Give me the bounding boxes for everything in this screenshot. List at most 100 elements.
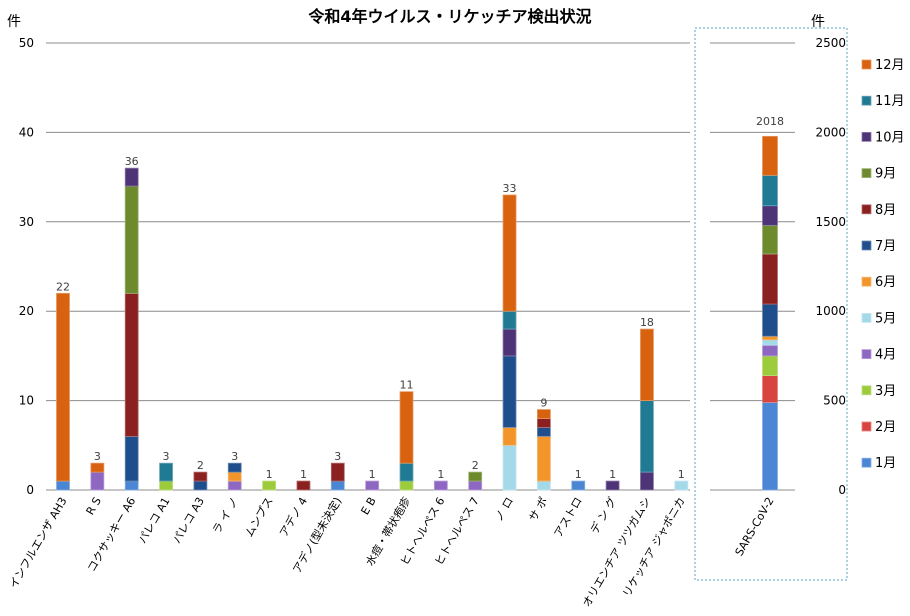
data-label: 2 [472, 459, 479, 472]
bar-segment [640, 471, 654, 491]
category-label: アストロ [552, 495, 585, 540]
data-label: 1 [437, 468, 444, 481]
secondary-data-label: 2018 [756, 115, 784, 128]
bar-segment [502, 310, 517, 330]
secondary-bar-segment [762, 174, 778, 207]
gridlines [46, 42, 795, 491]
data-label: 1 [300, 468, 307, 481]
legend-label: 10月 [875, 130, 905, 145]
category-label: リケッチア ジャポニカ [620, 495, 688, 599]
category-label: パレコ A1 [136, 495, 173, 546]
bar-segment [399, 462, 414, 482]
legend-swatch [861, 131, 872, 142]
data-label: 33 [503, 182, 517, 195]
bar-segment [90, 462, 105, 473]
secondary-bar-segment [762, 253, 778, 305]
bar-segment [502, 427, 517, 446]
legend-label: 7月 [875, 239, 896, 254]
bar-segment [124, 435, 139, 482]
bar-segment [227, 480, 242, 491]
bar-segment [124, 167, 139, 187]
data-label: 1 [369, 468, 376, 481]
category-label: サ ポ [526, 495, 550, 524]
left-tick-label: 40 [19, 125, 34, 139]
bar-segment [502, 328, 517, 357]
data-label: 1 [678, 468, 685, 481]
bar-segment [124, 292, 139, 437]
data-label: 1 [609, 468, 616, 481]
bar-segment [537, 435, 551, 482]
legend-swatch [861, 95, 872, 106]
data-label: 3 [163, 450, 170, 463]
bar-segment [90, 471, 105, 491]
bar-segment [124, 185, 139, 294]
legend-swatch [861, 385, 872, 396]
legend-label: 12月 [875, 58, 905, 73]
right-tick-label: 1000 [815, 304, 846, 318]
secondary-bars [762, 135, 778, 491]
legend-swatch [861, 349, 872, 360]
bar-segment [571, 480, 586, 491]
secondary-bar-segment [762, 355, 778, 376]
bar-segment [468, 480, 483, 491]
legend-label: 4月 [875, 348, 896, 363]
right-tick-label: 500 [823, 394, 846, 408]
bar-segment [56, 292, 70, 482]
bar-segment [605, 480, 620, 491]
legend: 12月 11月 10月 9月 8月 7月 6月 5月 4月 3月 2月 1月 [861, 58, 905, 471]
data-label: 9 [540, 397, 547, 410]
legend-label: 3月 [875, 384, 896, 399]
right-tick-label: 0 [838, 483, 846, 497]
right-axis-unit: 件 [811, 14, 825, 30]
bar-segment [124, 480, 139, 491]
data-label: 1 [266, 468, 273, 481]
secondary-bar-segment [762, 205, 778, 226]
secondary-bar-segment [762, 401, 778, 491]
legend-label: 5月 [875, 311, 896, 326]
bar-segment [159, 480, 173, 491]
legend-swatch [861, 168, 872, 179]
bar-segment [56, 480, 70, 491]
left-axis-unit: 件 [7, 14, 21, 30]
data-label: 3 [94, 450, 101, 463]
bar-segment [296, 480, 311, 491]
legend-label: 1月 [875, 456, 896, 471]
bar-segment [227, 462, 242, 473]
secondary-bar-segment [762, 375, 778, 403]
bar-segment [537, 480, 551, 491]
bar-segment [502, 444, 517, 491]
primary-bars [56, 167, 689, 491]
bar-segment [330, 480, 345, 491]
left-tick-label: 10 [19, 394, 34, 408]
bar-segment [399, 391, 414, 464]
category-label: ムンプス [243, 495, 276, 539]
bar-segment [674, 480, 689, 491]
category-label: ラ イ ノ [210, 495, 241, 536]
bar-segment [330, 462, 345, 482]
category-label: E B [358, 495, 378, 517]
bar-segment [640, 400, 654, 473]
secondary-bar-segment [762, 135, 778, 176]
legend-swatch [861, 276, 872, 287]
legend-swatch [861, 204, 872, 215]
category-label: R S [84, 495, 104, 517]
left-tick-label: 50 [19, 36, 34, 50]
bar-segment [365, 480, 380, 491]
category-label: インフルエンザ AH3 [7, 495, 70, 591]
secondary-bar-segment [762, 224, 778, 255]
legend-label: 2月 [875, 420, 896, 435]
right-tick-label: 2000 [815, 125, 846, 139]
legend-label: 6月 [875, 275, 896, 290]
bar-segment [193, 480, 208, 491]
secondary-panel-border [694, 27, 848, 581]
left-tick-label: 20 [19, 304, 34, 318]
bar-segment [468, 471, 483, 482]
bar-segment [262, 480, 277, 491]
legend-label: 8月 [875, 203, 896, 218]
data-label: 3 [231, 450, 238, 463]
secondary-bar-segment [762, 335, 778, 341]
bar-segment [399, 480, 414, 491]
legend-label: 9月 [875, 167, 896, 182]
